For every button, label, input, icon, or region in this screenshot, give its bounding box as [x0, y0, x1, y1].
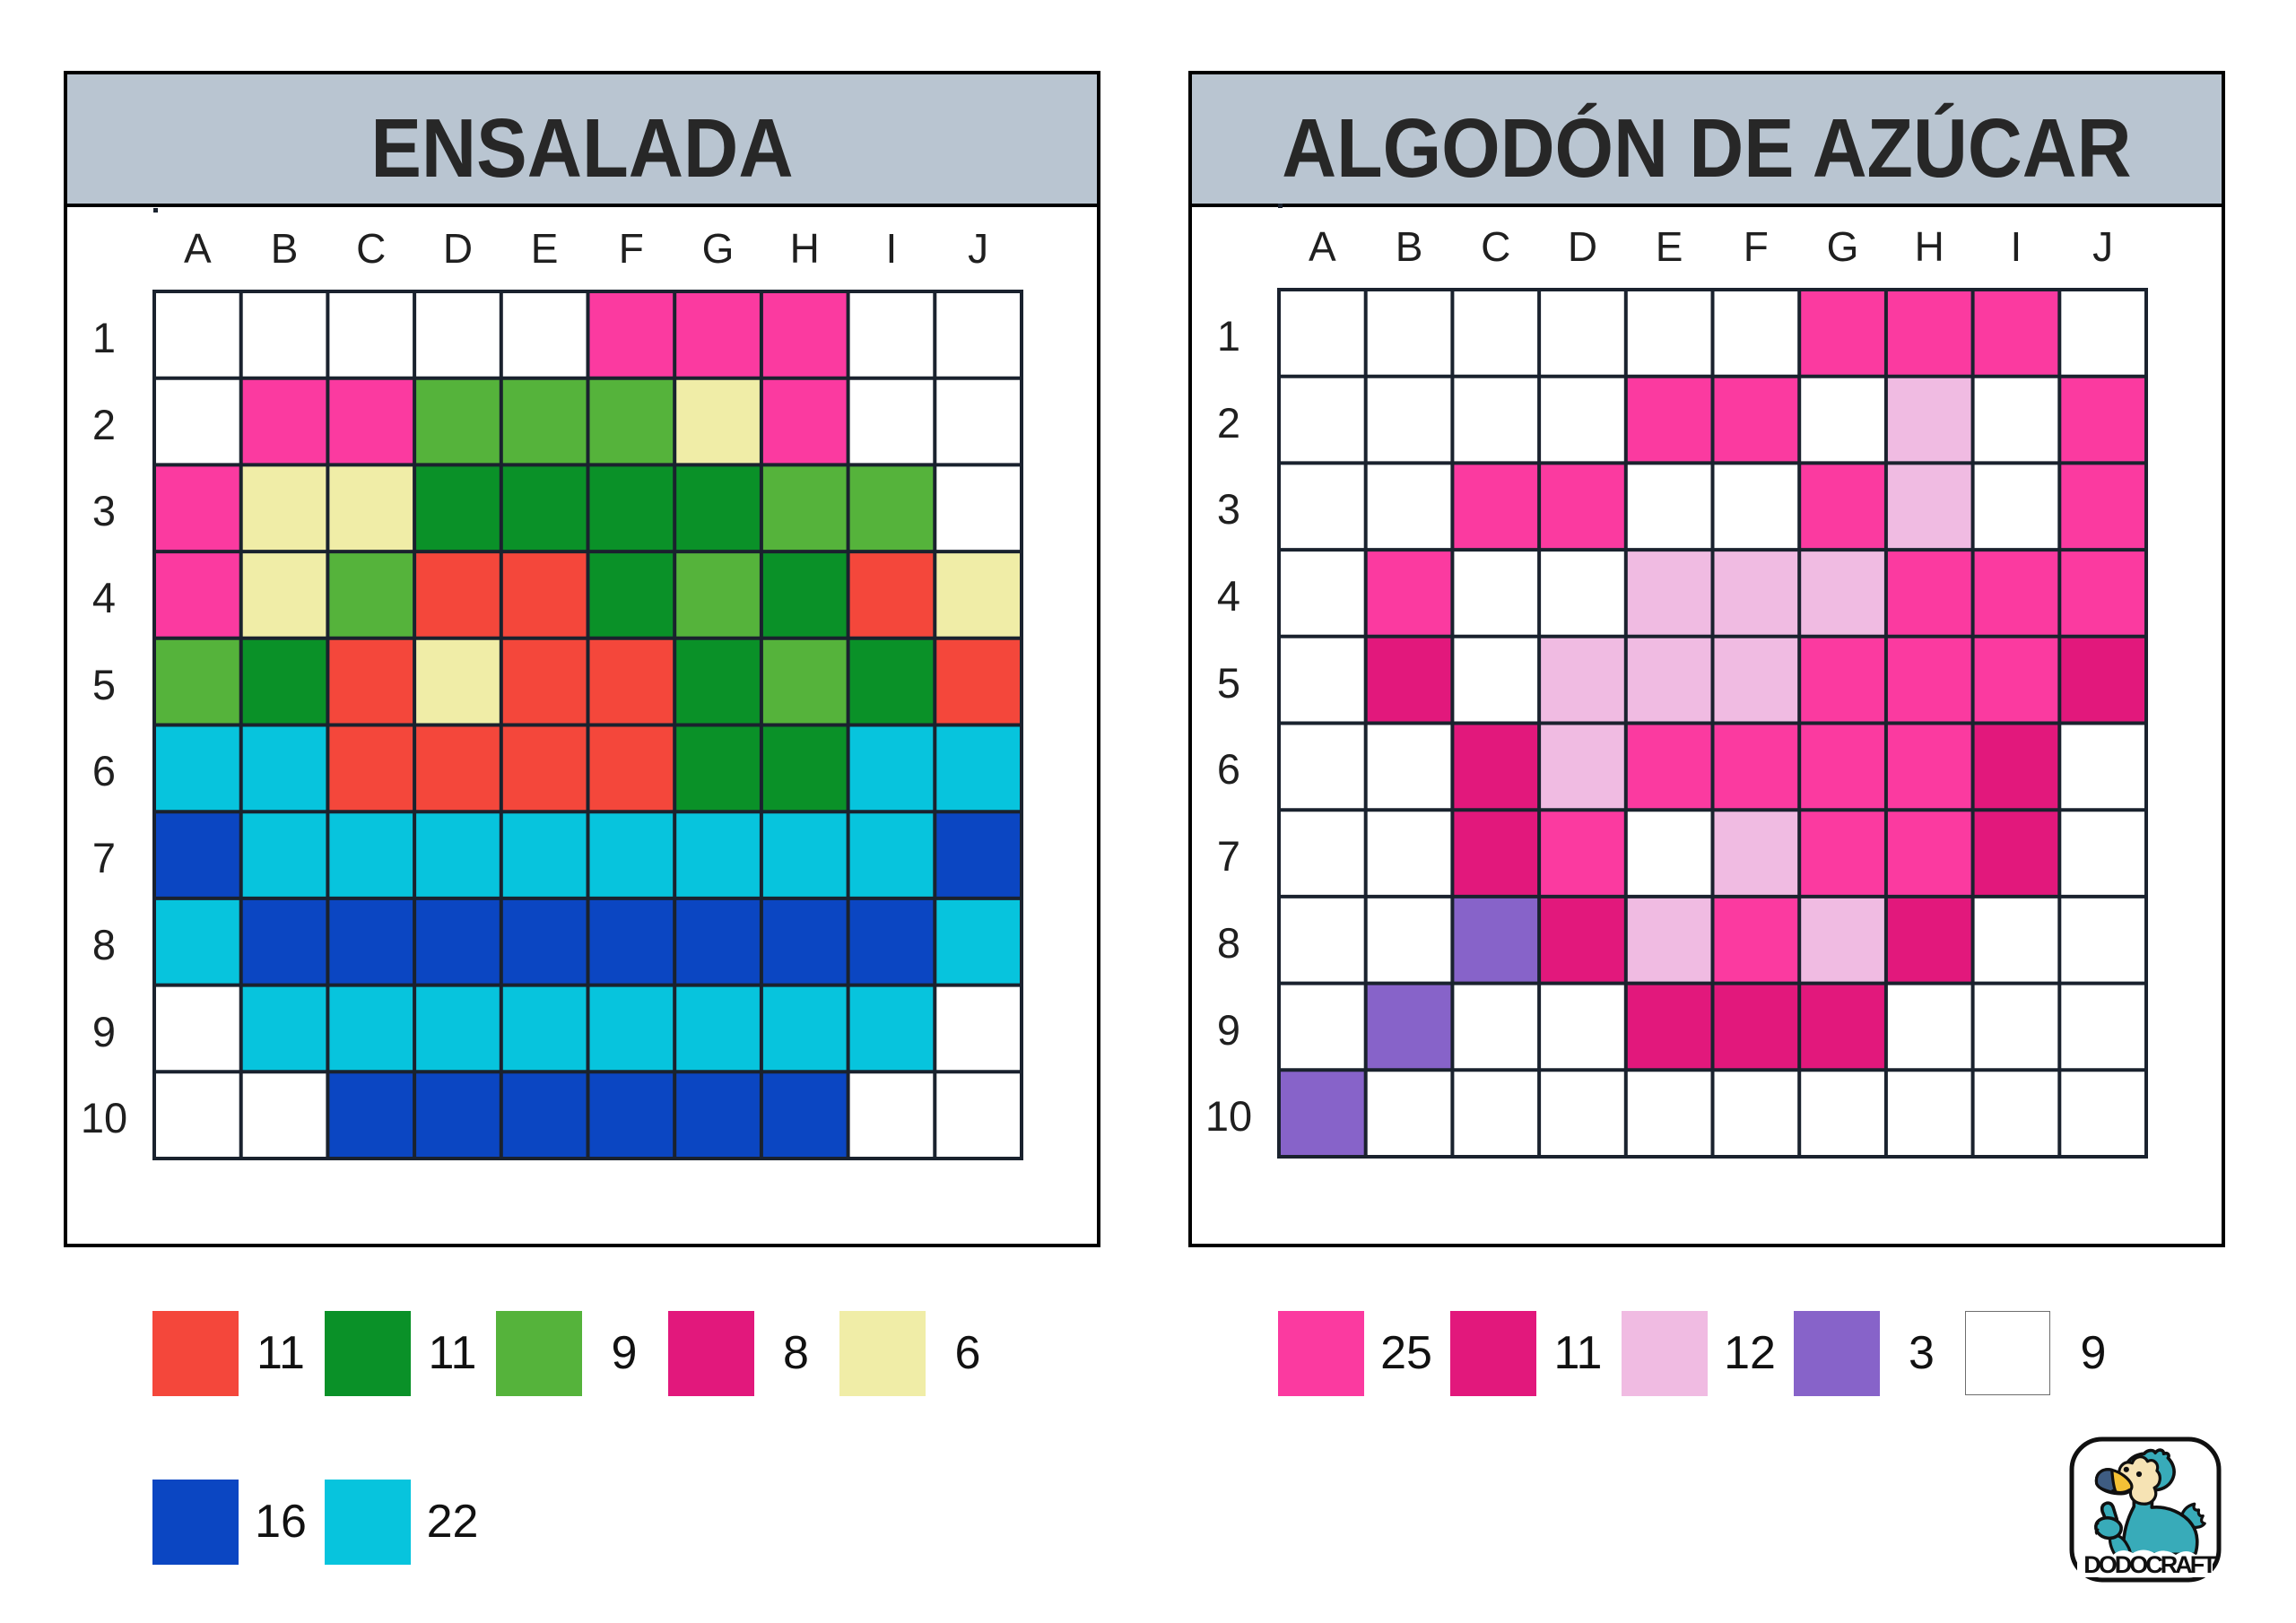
svg-text:DODOCRAFT: DODOCRAFT [2083, 1551, 2217, 1578]
